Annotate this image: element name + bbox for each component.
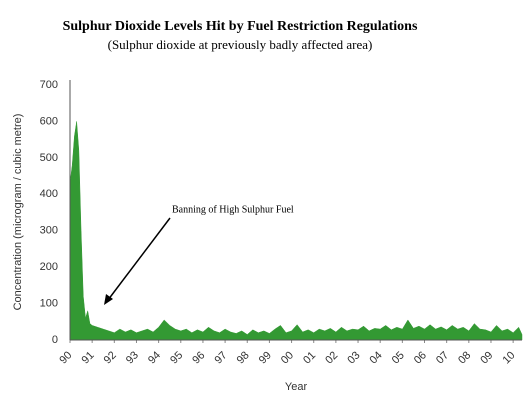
x-tick-label: 90 <box>57 349 74 366</box>
x-tick-label: 92 <box>102 349 119 366</box>
x-tick-label: 10 <box>500 349 517 366</box>
y-tick-label: 500 <box>40 152 58 164</box>
x-tick-label: 00 <box>279 349 296 366</box>
x-tick-label: 97 <box>212 349 229 366</box>
annotation: Banning of High Sulphur Fuel <box>172 204 294 215</box>
y-axis-label: Concentration (microgram / cubic metre) <box>12 114 24 311</box>
x-tick-label: 01 <box>301 349 318 366</box>
x-tick-label: 08 <box>456 349 473 366</box>
x-tick-label: 96 <box>190 349 207 366</box>
x-tick-label: 93 <box>124 349 141 366</box>
x-tick-label: 94 <box>146 349 163 366</box>
x-tick-label: 95 <box>168 349 185 366</box>
x-tick-label: 03 <box>345 349 362 366</box>
x-tick-label: 09 <box>478 349 495 366</box>
x-tick-label: 04 <box>368 349 385 366</box>
arrow-head <box>104 294 113 305</box>
chart-subtitle: (Sulphur dioxide at previously badly aff… <box>108 37 373 52</box>
y-tick-label: 100 <box>40 297 58 309</box>
y-tick-label: 600 <box>40 115 58 127</box>
x-tick-label: 02 <box>323 349 340 366</box>
y-tick-label: 0 <box>52 334 58 346</box>
x-tick-label: 91 <box>80 349 97 366</box>
x-tick-label: 05 <box>390 349 407 366</box>
y-tick-label: 200 <box>40 261 58 273</box>
x-tick-label: 07 <box>434 349 451 366</box>
y-tick-label: 300 <box>40 225 58 237</box>
area <box>69 121 523 341</box>
x-tick-label: 06 <box>412 349 429 366</box>
x-axis-label: Year <box>285 381 308 393</box>
annotation-arrow <box>107 217 171 301</box>
x-tick-label: 98 <box>235 349 252 366</box>
y-tick-label: 400 <box>40 188 58 200</box>
chart-title: Sulphur Dioxide Levels Hit by Fuel Restr… <box>63 19 418 34</box>
x-tick-label: 99 <box>257 349 274 366</box>
y-tick-label: 700 <box>40 79 58 91</box>
